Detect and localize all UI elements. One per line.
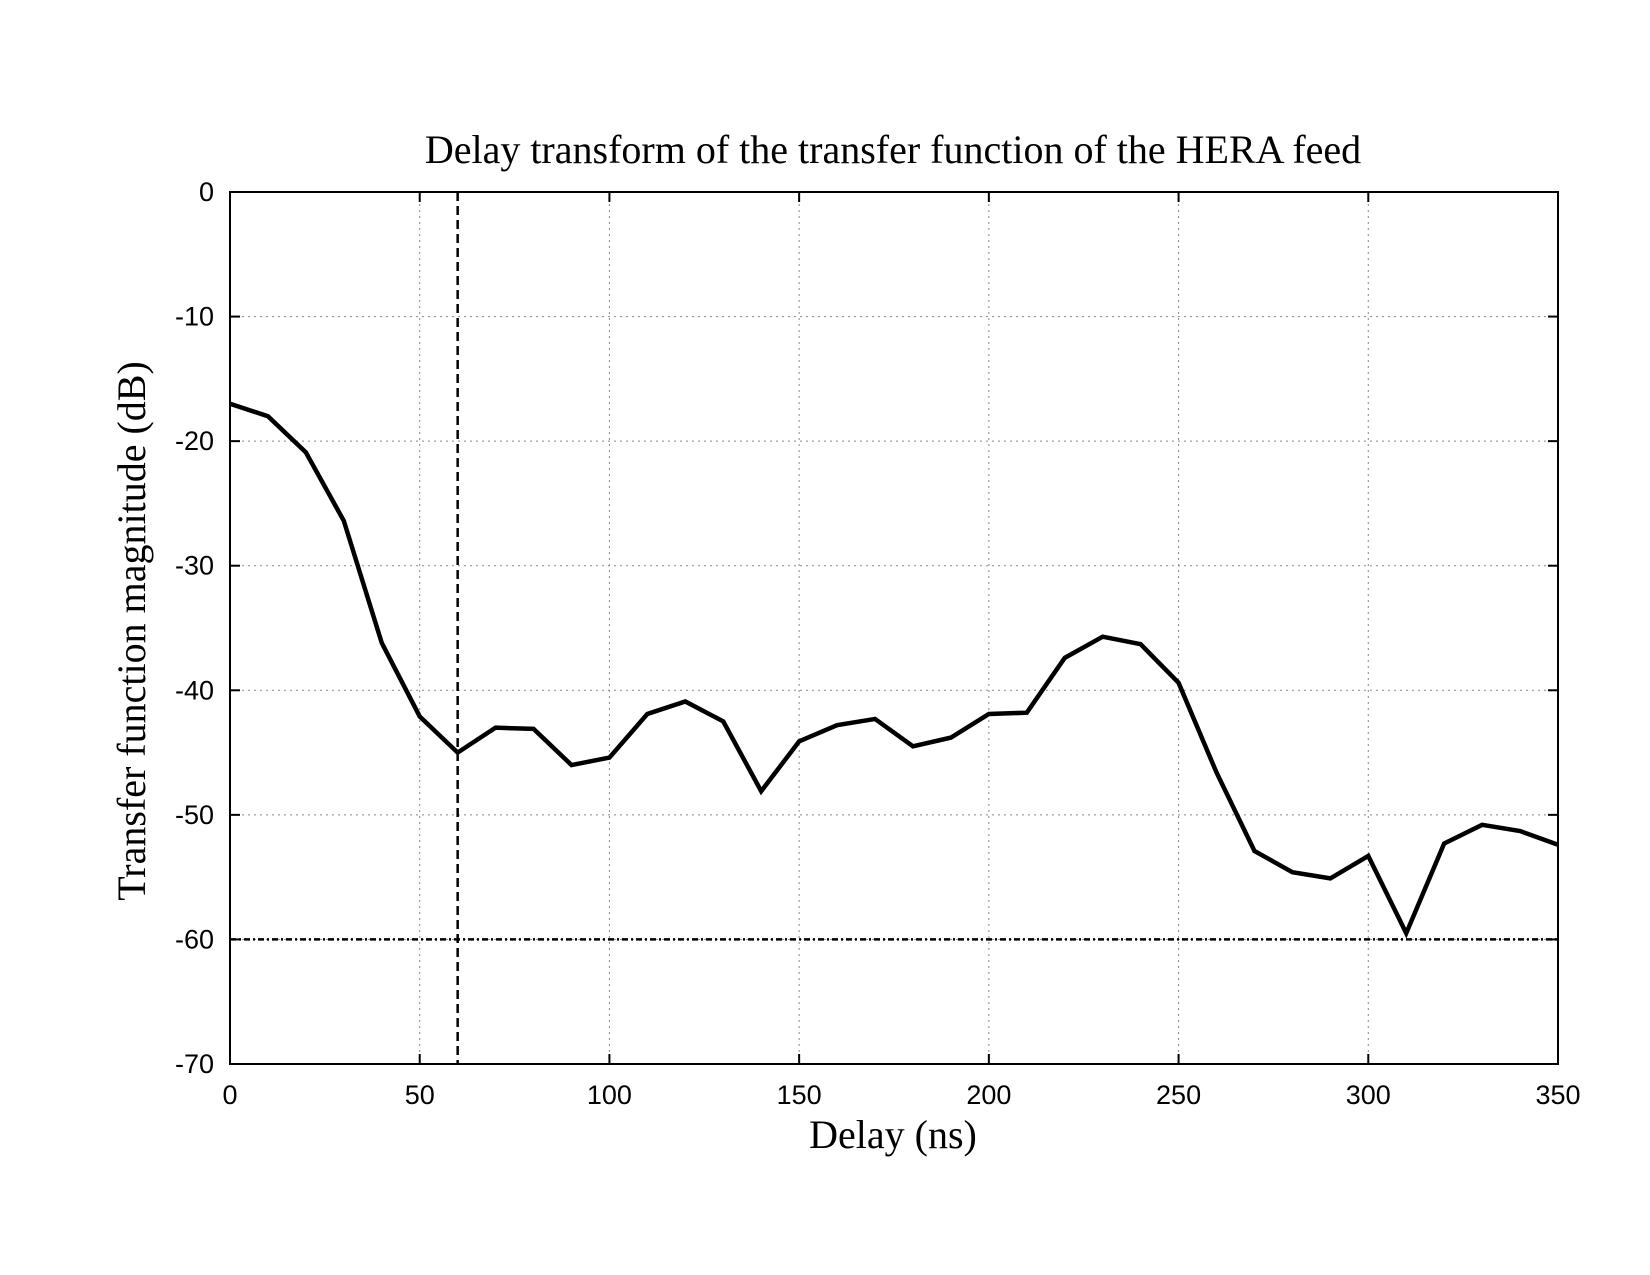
y-tick-label: -60 bbox=[175, 924, 214, 954]
x-tick-label: 300 bbox=[1346, 1080, 1391, 1110]
x-tick-label: 50 bbox=[405, 1080, 435, 1110]
grid bbox=[230, 192, 1558, 1064]
x-axis-label: Delay (ns) bbox=[809, 1112, 977, 1157]
y-tick-label: -30 bbox=[175, 551, 214, 581]
x-tick-label: 150 bbox=[777, 1080, 822, 1110]
x-tick-label: 350 bbox=[1535, 1080, 1580, 1110]
y-axis-label: Transfer function magnitude (dB) bbox=[109, 361, 154, 901]
reference-lines bbox=[230, 192, 1558, 1064]
y-tick-label: -70 bbox=[175, 1049, 214, 1079]
y-tick-label: -50 bbox=[175, 800, 214, 830]
y-tick-label: 0 bbox=[199, 177, 214, 207]
plot-frame bbox=[229, 191, 1559, 1065]
tick-labels: 0 50 100 150 200 250 300 350 0 -10 -20 -30 -40 -50 -60… bbox=[175, 177, 1581, 1110]
x-tick-label: 200 bbox=[966, 1080, 1011, 1110]
x-tick-label: 250 bbox=[1156, 1080, 1201, 1110]
data-series-line bbox=[229, 401, 1559, 939]
series-layer bbox=[229, 401, 1559, 939]
chart-title: Delay transform of the transfer function… bbox=[425, 127, 1361, 172]
x-tick-label: 100 bbox=[587, 1080, 632, 1110]
y-tick-label: -10 bbox=[175, 302, 214, 332]
ticks bbox=[229, 191, 1559, 1065]
x-tick-label: 0 bbox=[222, 1080, 237, 1110]
y-tick-label: -20 bbox=[175, 426, 214, 456]
y-tick-label: -40 bbox=[175, 675, 214, 705]
